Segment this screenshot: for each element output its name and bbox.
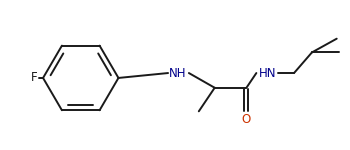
Text: O: O [242, 113, 251, 126]
Text: F: F [30, 71, 37, 84]
Text: NH: NH [169, 67, 187, 80]
Text: HN: HN [259, 67, 276, 80]
